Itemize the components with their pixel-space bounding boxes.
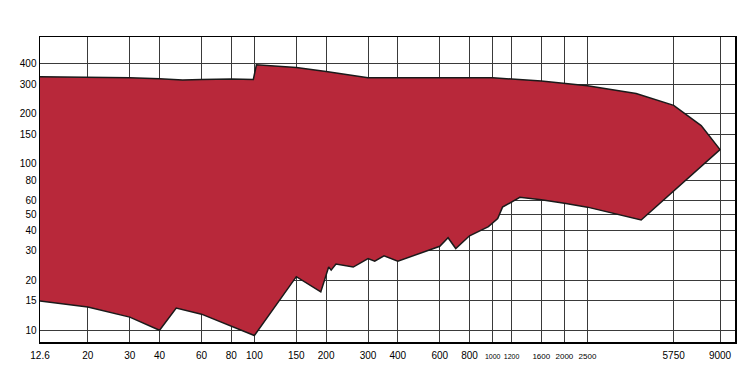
svg-text:100: 100: [20, 158, 37, 169]
svg-text:1200: 1200: [504, 353, 520, 360]
svg-text:15: 15: [25, 295, 37, 306]
svg-text:150: 150: [20, 129, 37, 140]
svg-text:200: 200: [20, 108, 37, 119]
svg-text:20: 20: [82, 350, 94, 361]
svg-text:20: 20: [25, 275, 37, 286]
svg-text:40: 40: [25, 225, 37, 236]
svg-text:9000: 9000: [709, 350, 732, 361]
svg-text:400: 400: [20, 58, 37, 69]
svg-text:60: 60: [196, 350, 208, 361]
svg-text:1600: 1600: [532, 352, 550, 361]
svg-text:2000: 2000: [555, 352, 573, 361]
svg-text:300: 300: [20, 79, 37, 90]
svg-text:800: 800: [461, 350, 478, 361]
svg-text:10: 10: [25, 325, 37, 336]
svg-text:40: 40: [154, 350, 166, 361]
svg-text:60: 60: [25, 195, 37, 206]
svg-text:12.6: 12.6: [30, 350, 50, 361]
svg-text:300: 300: [360, 350, 377, 361]
svg-text:30: 30: [25, 245, 37, 256]
svg-text:50: 50: [25, 209, 37, 220]
svg-text:100: 100: [246, 350, 263, 361]
svg-text:400: 400: [389, 350, 406, 361]
svg-text:80: 80: [226, 350, 238, 361]
svg-text:200: 200: [318, 350, 335, 361]
svg-text:600: 600: [431, 350, 448, 361]
svg-text:30: 30: [124, 350, 136, 361]
svg-text:150: 150: [288, 350, 305, 361]
svg-text:80: 80: [25, 175, 37, 186]
svg-text:5750: 5750: [663, 350, 686, 361]
svg-text:1000: 1000: [485, 353, 501, 360]
svg-text:2500: 2500: [579, 352, 597, 361]
